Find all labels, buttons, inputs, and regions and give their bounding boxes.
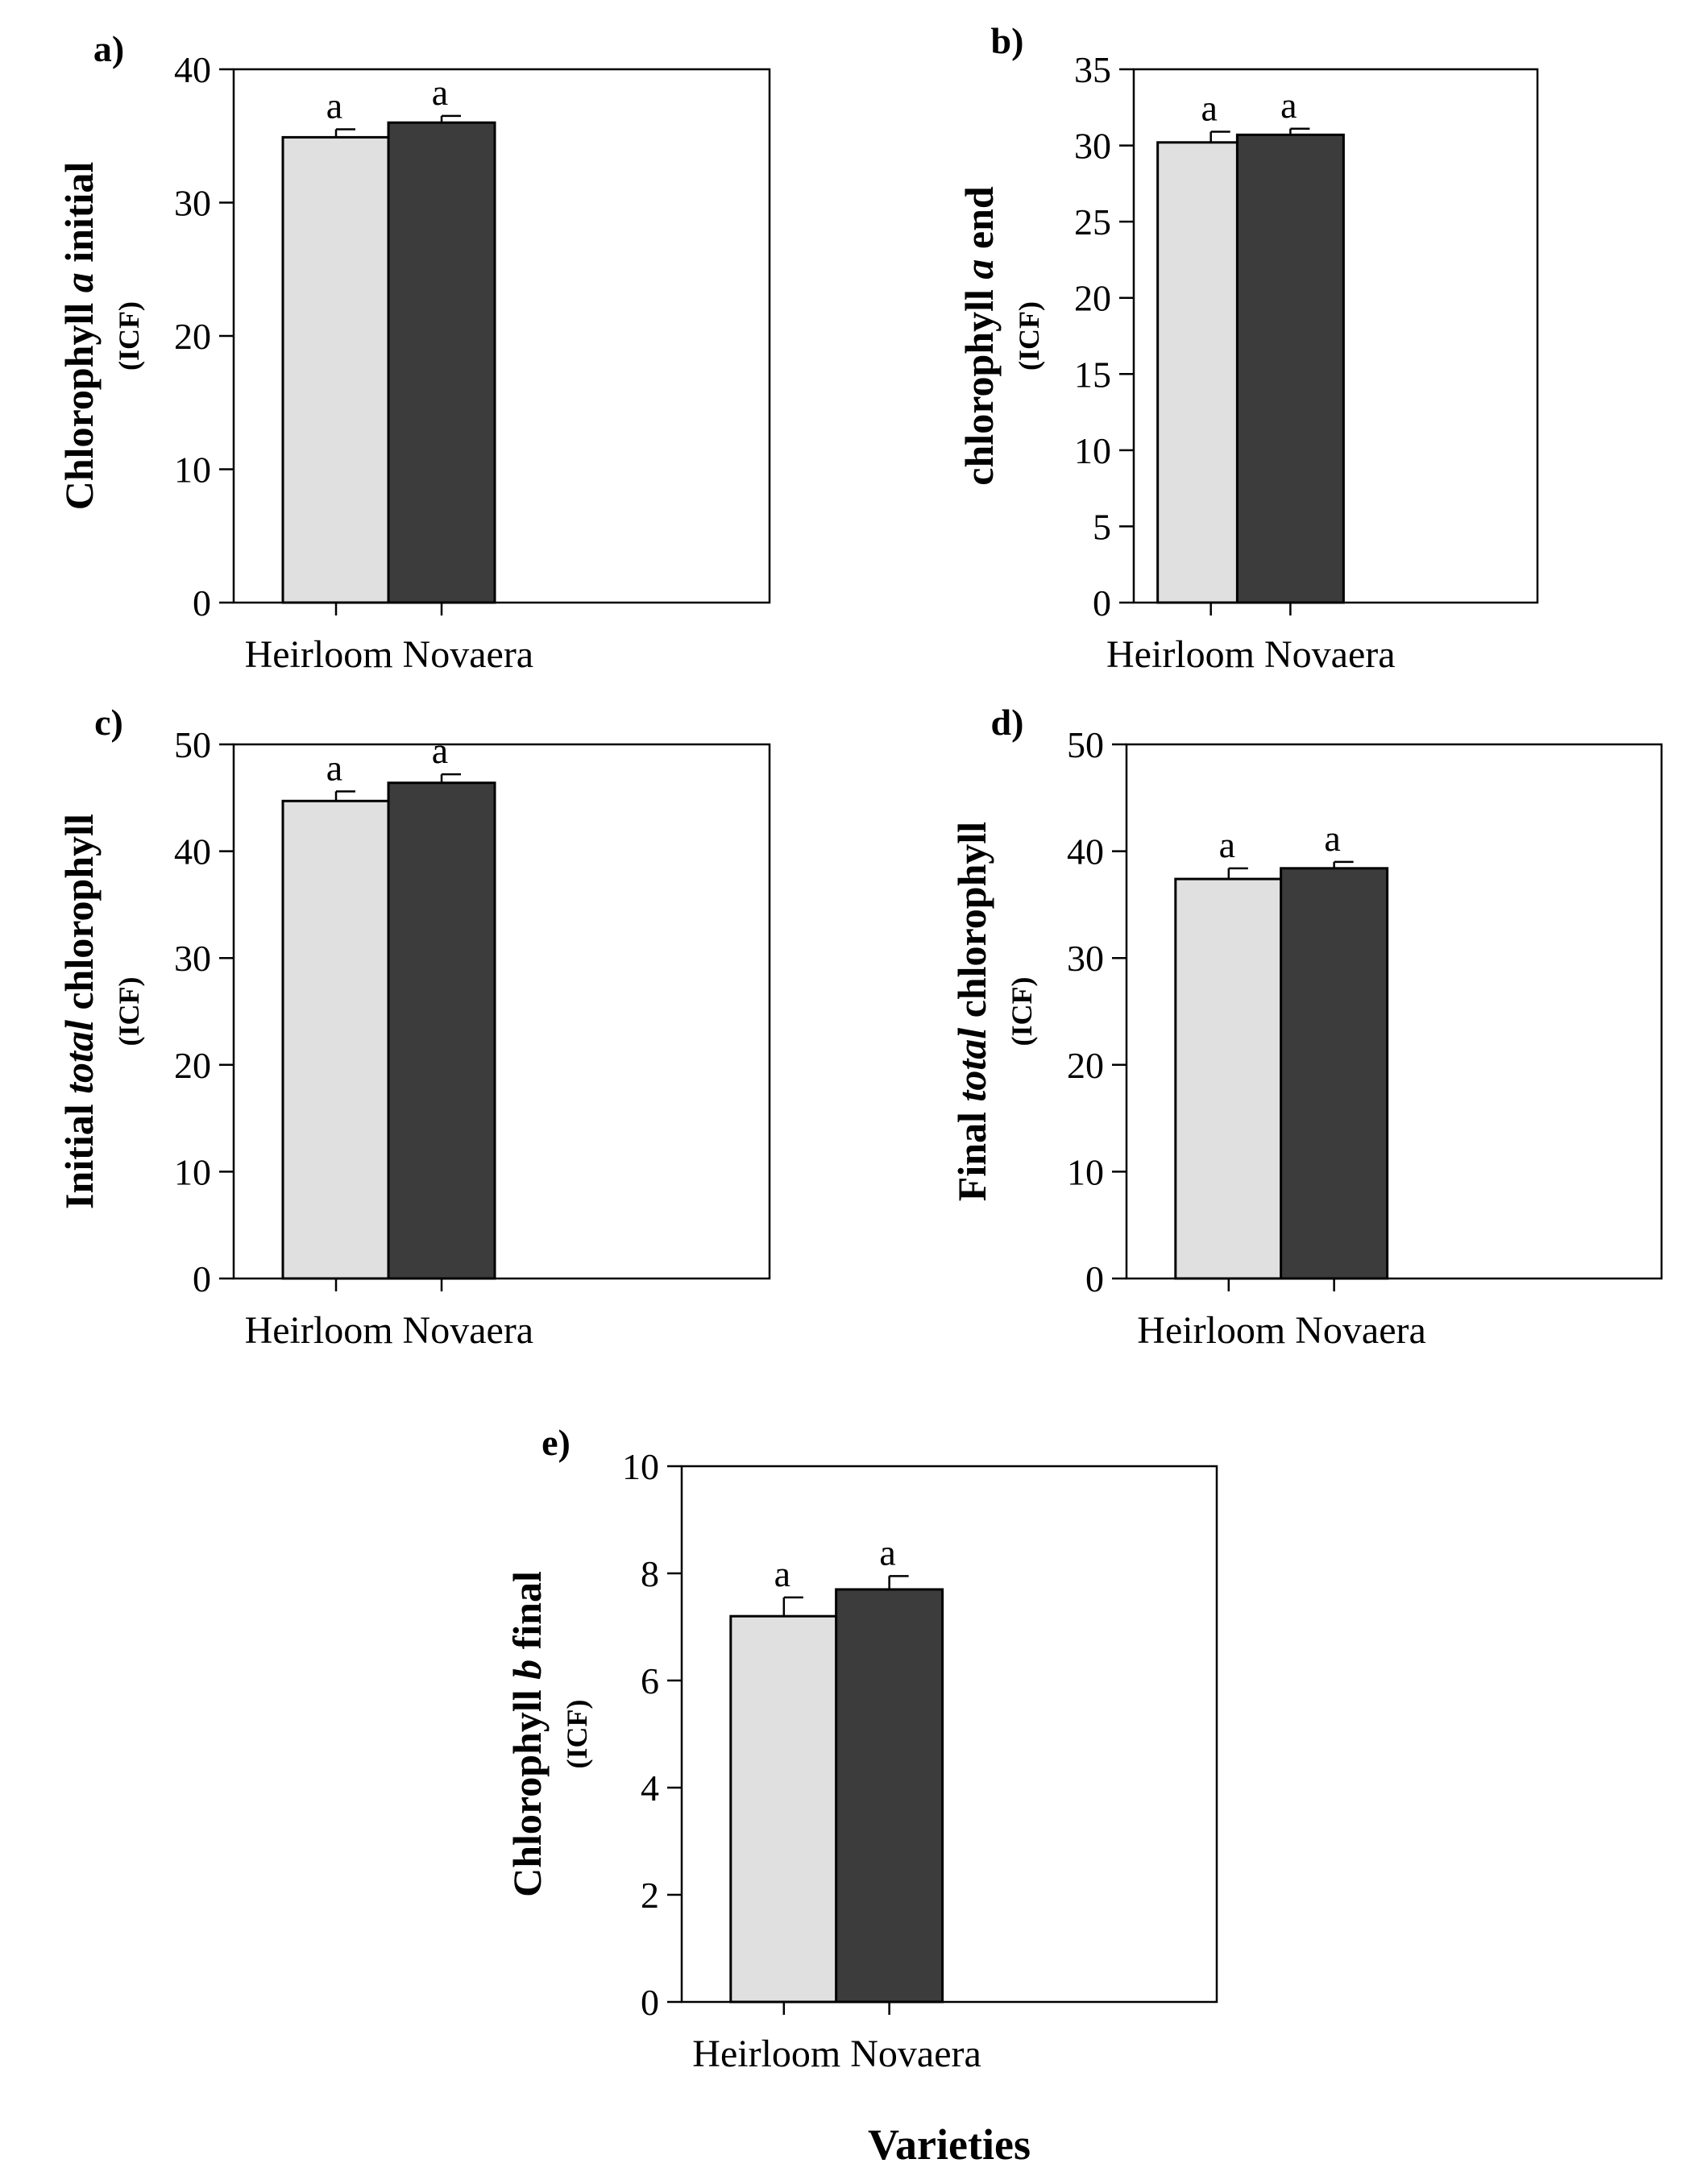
y-axis-title-part: total: [56, 1020, 102, 1094]
y-axis-title: Final total chlorophyll: [949, 822, 994, 1202]
chart-panel-5: e) 0 2 4 6 8 10 Chlorophyll b final (ICF) a a Heirl…: [504, 1422, 1218, 2075]
y-axis-unit: (ICF): [1013, 301, 1045, 371]
chart-panel-1: a) 0 10 20 30 40 Chlorophyll a initial (ICF) a a H…: [56, 28, 771, 676]
y-tick-label: 50: [174, 724, 211, 765]
y-tick-label: 10: [174, 450, 211, 491]
bar-novaera: [387, 121, 496, 604]
y-tick-label: 30: [1067, 938, 1104, 979]
y-tick-label: 20: [174, 316, 211, 357]
y-tick-label: 40: [1067, 831, 1104, 872]
significance-letter: a: [1201, 88, 1217, 129]
y-axis-title-part: Chlorophyll: [56, 292, 102, 510]
y-axis-unit: (ICF): [113, 977, 145, 1046]
panel-label: b): [991, 20, 1024, 61]
significance-letter: a: [326, 747, 342, 788]
y-tick-label: 25: [1074, 201, 1111, 242]
chart-panel-3: c) 0 10 20 30 40 50 Initial total chlorophyll (I…: [56, 702, 771, 1352]
y-axis-title-part: Initial: [56, 1094, 102, 1209]
y-tick-label: 8: [641, 1553, 659, 1594]
chart-panel-2: b) 0 5 10 15 20 25 30 35 chlorophyll a end (ICF) a a…: [956, 20, 1539, 676]
y-axis-title: Chlorophyll b final: [504, 1571, 550, 1897]
y-axis-title-part: total: [949, 1028, 994, 1102]
bar-novaera: [387, 781, 496, 1280]
y-tick-label: 15: [1074, 354, 1111, 395]
y-axis-title-part: end: [956, 186, 1002, 259]
y-tick-label: 10: [622, 1446, 659, 1487]
significance-letter: a: [774, 1553, 790, 1594]
significance-letter: a: [432, 730, 448, 771]
x-axis-label: Heirloom Novaera: [692, 2033, 981, 2075]
y-tick-label: 20: [1074, 278, 1111, 319]
panel-label: c): [94, 702, 123, 743]
y-tick-label: 30: [174, 938, 211, 979]
bar-heirloom: [281, 799, 391, 1280]
y-axis-title: chlorophyll a end: [956, 186, 1002, 486]
y-axis-title-part: Chlorophyll: [504, 1680, 550, 1897]
y-tick-label: 30: [174, 183, 211, 224]
y-tick-label: 35: [1074, 49, 1111, 90]
y-tick-label: 10: [1067, 1151, 1104, 1192]
panel-label: a): [93, 28, 124, 69]
significance-letter: a: [326, 85, 342, 126]
bar-novaera: [1235, 133, 1345, 604]
y-axis-title-part: final: [504, 1571, 550, 1660]
plot-frame: [680, 1465, 1218, 2004]
y-axis-title-part: a: [956, 259, 1002, 280]
y-axis-unit: (ICF): [561, 1700, 593, 1769]
y-tick-label: 10: [1074, 430, 1111, 471]
bar-novaera: [835, 1588, 944, 2004]
y-axis-unit: (ICF): [1006, 977, 1038, 1046]
y-tick-label: 20: [1067, 1045, 1104, 1086]
y-tick-label: 30: [1074, 126, 1111, 167]
y-axis-unit: (ICF): [113, 301, 145, 371]
panel-label: d): [991, 702, 1024, 743]
chart-panel-4: d) 0 10 20 30 40 50 Final total chlorophyll (ICF…: [949, 702, 1663, 1352]
y-tick-label: 40: [174, 49, 211, 90]
y-tick-label: 50: [1067, 724, 1104, 765]
y-axis-title-part: initial: [56, 162, 102, 273]
significance-letter: a: [432, 72, 448, 113]
y-axis-title: Chlorophyll a initial: [56, 162, 102, 511]
panel-label: e): [541, 1422, 571, 1463]
x-axis-label: Heirloom Novaera: [1106, 633, 1396, 676]
bar-novaera: [1280, 867, 1389, 1280]
y-tick-label: 6: [641, 1660, 659, 1701]
common-xlabel: Varieties: [868, 2120, 1031, 2169]
bar-heirloom: [729, 1614, 839, 2004]
significance-letter: a: [1280, 85, 1297, 126]
y-axis-title: Initial total chlorophyll: [56, 814, 102, 1209]
y-tick-label: 10: [174, 1151, 211, 1192]
y-axis-title-part: chlorophyll: [56, 814, 102, 1020]
significance-letter: a: [879, 1531, 895, 1573]
y-tick-label: 5: [1093, 506, 1111, 547]
y-axis-title-part: chlorophyll: [956, 280, 1002, 486]
significance-letter: a: [1324, 818, 1340, 859]
y-tick-label: 0: [193, 582, 211, 624]
y-tick-label: 4: [641, 1768, 659, 1809]
plot-frame: [1125, 743, 1663, 1280]
y-tick-label: 0: [1085, 1258, 1104, 1299]
plot-frame: [232, 743, 771, 1280]
y-tick-label: 0: [1093, 582, 1111, 624]
bar-heirloom: [281, 135, 391, 604]
bar-heirloom: [1174, 877, 1284, 1280]
y-axis-title-part: chlorophyll: [949, 822, 994, 1028]
y-axis-title-part: b: [504, 1660, 550, 1680]
x-axis-label: Heirloom Novaera: [245, 1309, 534, 1352]
y-tick-label: 0: [641, 1982, 659, 2023]
y-axis-title-part: a: [56, 272, 102, 292]
y-tick-label: 2: [641, 1875, 659, 1916]
y-tick-label: 20: [174, 1045, 211, 1086]
y-axis-title-part: Final: [949, 1102, 994, 1202]
x-axis-label: Heirloom Novaera: [1137, 1309, 1426, 1352]
y-tick-label: 40: [174, 831, 211, 872]
y-tick-label: 0: [193, 1258, 211, 1299]
significance-letter: a: [1219, 824, 1235, 865]
x-axis-label: Heirloom Novaera: [245, 633, 534, 676]
